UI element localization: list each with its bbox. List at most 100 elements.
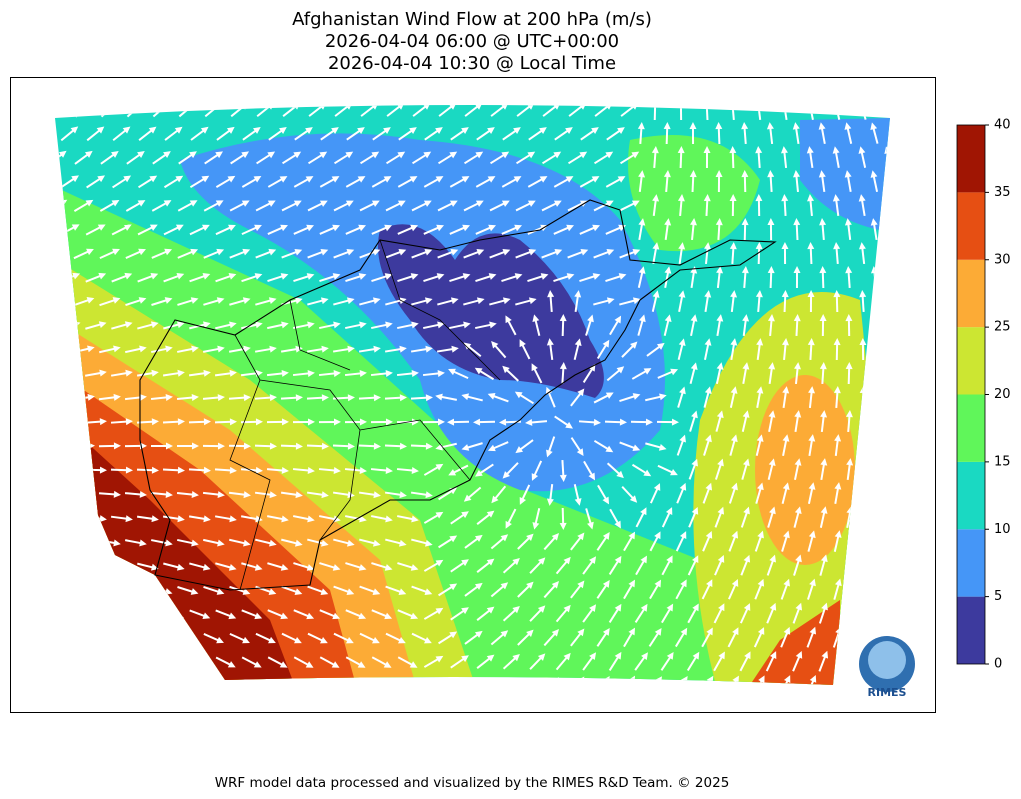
arrow-head [872,602,880,610]
arrow-shaft [806,631,815,648]
arrow-shaft [99,347,117,354]
wind-arrow [280,394,303,402]
arrow-shaft [553,177,570,188]
wind-arrow [729,434,738,456]
arrow-shaft [475,274,492,282]
arrow-head [513,176,522,183]
wind-arrow [501,273,523,282]
arrow-head [539,127,547,135]
arrow-shaft [648,679,660,685]
arrow-shaft [125,347,143,354]
wind-arrow [645,393,667,402]
arrow-shaft [661,607,672,624]
arrow-head [425,394,433,402]
arrow-head [645,418,653,426]
colorbar-segment [957,596,985,664]
wind-arrow [741,410,750,432]
arrow-shaft [605,177,622,188]
arrow-head [821,602,828,611]
arrow-shaft [292,372,311,377]
arrow-shaft [860,486,865,505]
wind-arrow [554,127,573,141]
wind-arrow [754,578,765,600]
wind-arrow [358,442,381,450]
wind-arrow [689,170,697,193]
arrow-head [60,636,69,644]
wind-arrow [110,369,133,377]
arrow-shaft [845,558,852,576]
wind-arrow [489,248,511,259]
arrow-head [86,587,95,595]
arrow-shaft [596,631,608,647]
arrow-head [202,224,210,232]
arrow-shaft [424,129,440,141]
wind-arrow [793,266,801,289]
arrow-head [663,122,671,130]
arrow-head [449,679,458,685]
wind-arrow [100,150,119,165]
arrow-head [321,345,329,353]
arrow-shaft [766,607,775,624]
arrow-shaft [463,250,480,259]
wind-arrow [646,342,665,357]
arrow-shaft [292,515,311,521]
arrow-head [358,612,367,620]
arrow-shaft [821,174,826,193]
arrow-shaft [319,323,337,330]
arrow-head [346,297,355,305]
wind-arrow [475,176,496,188]
logo-text: RIMES [868,686,907,699]
arrow-head [306,564,315,571]
arrow-shaft [657,370,674,379]
arrow-head [241,200,250,207]
arrow-head [61,539,69,547]
arrow-shaft [163,609,180,618]
arrow-shaft [449,323,467,330]
arrow-head [98,321,107,328]
arrow-head [176,321,185,329]
arrow-shaft [490,536,505,550]
arrow-shaft [280,444,299,448]
arrow-shaft [72,492,91,496]
wind-arrow [202,345,225,353]
arrow-head [782,482,790,490]
arrow-shaft [384,396,403,400]
arrow-head [294,297,303,305]
arrow-head [423,686,433,696]
arrow-head [618,224,627,232]
arrow-head [450,297,459,305]
wind-arrow [782,434,790,457]
wind-arrow [332,345,355,353]
arrow-shaft [561,318,565,337]
arrow-head [344,105,353,110]
arrow-head [346,636,354,644]
arrow-head [638,218,646,226]
arrow-head [253,175,262,183]
arrow-head [487,393,496,400]
arrow-head [705,530,713,539]
arrow-head [602,628,610,636]
arrow-shaft [769,174,773,193]
arrow-shaft [527,274,544,282]
wind-arrow [385,632,406,644]
wind-arrow [793,218,801,241]
arrow-head [214,105,223,110]
wind-arrow [619,248,641,259]
arrow-shaft [267,226,284,235]
arrow-head [202,273,211,280]
wind-arrow [657,368,679,379]
wind-arrow [845,266,853,289]
arrow-head [563,556,571,565]
wind-arrow [449,224,471,235]
wind-arrow [307,297,329,306]
arrow-head [754,105,762,106]
arrow-head [844,170,852,178]
arrow-shaft [543,680,557,685]
arrow-head [652,290,660,298]
wind-arrow [138,175,158,189]
arrow-shaft [679,198,683,217]
wind-arrow [124,539,147,547]
arrow-shaft [501,226,518,235]
arrow-shaft [307,153,324,165]
wind-arrow [741,458,750,480]
